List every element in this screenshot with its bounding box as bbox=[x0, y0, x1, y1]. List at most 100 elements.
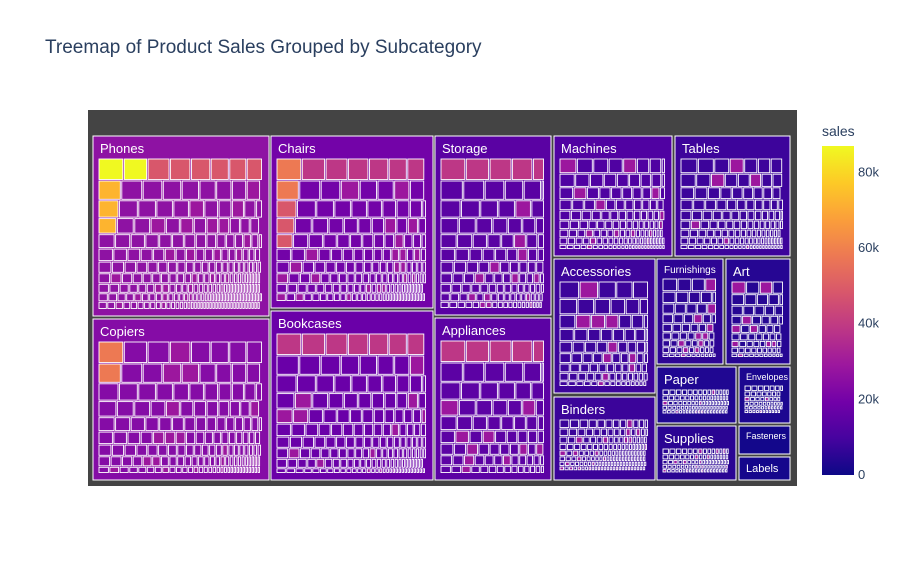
product-tile bbox=[251, 456, 255, 467]
product-tile bbox=[249, 444, 253, 456]
product-tile bbox=[366, 458, 372, 468]
product-tile bbox=[394, 283, 398, 293]
product-tile bbox=[559, 199, 572, 211]
subcategory-supplies[interactable]: Supplies bbox=[656, 425, 737, 481]
product-tile bbox=[744, 385, 751, 391]
product-tile bbox=[234, 261, 239, 273]
product-tile bbox=[230, 283, 233, 293]
product-tile bbox=[753, 340, 760, 348]
product-tile bbox=[179, 293, 184, 302]
product-tile bbox=[491, 293, 498, 302]
product-tile bbox=[766, 325, 774, 333]
product-tile bbox=[657, 199, 664, 211]
product-tile bbox=[662, 400, 668, 406]
product-tile bbox=[725, 464, 728, 469]
product-tile bbox=[702, 400, 705, 406]
subcategory-labels[interactable]: Labels bbox=[738, 456, 791, 481]
product-tile bbox=[123, 341, 148, 363]
product-tile bbox=[772, 353, 776, 357]
product-tile bbox=[710, 454, 714, 460]
product-tile bbox=[754, 401, 759, 406]
subcategory-binders[interactable]: Binders bbox=[553, 396, 656, 481]
product-tile bbox=[535, 465, 541, 473]
product-tile bbox=[229, 248, 236, 262]
product-tile bbox=[476, 400, 493, 416]
product-tile bbox=[337, 234, 350, 249]
product-tile bbox=[633, 281, 648, 299]
product-tile bbox=[471, 465, 480, 473]
subcategory-chairs[interactable]: Chairs bbox=[270, 135, 434, 309]
subcategory-machines[interactable]: Machines bbox=[553, 135, 673, 257]
product-tile bbox=[567, 237, 576, 245]
product-tile bbox=[487, 234, 501, 249]
product-tile bbox=[643, 450, 646, 456]
product-tile bbox=[644, 436, 647, 444]
product-tile bbox=[607, 428, 614, 437]
product-tile bbox=[680, 173, 696, 187]
product-tile bbox=[312, 468, 320, 473]
subcategory-appliances[interactable]: Appliances bbox=[434, 317, 552, 481]
product-tile bbox=[651, 173, 662, 187]
product-tile bbox=[257, 444, 261, 456]
product-tile bbox=[440, 180, 463, 200]
product-tile bbox=[376, 273, 382, 284]
product-tile bbox=[642, 456, 646, 462]
product-tile bbox=[524, 283, 530, 293]
product-tile bbox=[222, 444, 228, 456]
product-tile bbox=[540, 283, 544, 293]
product-tile bbox=[422, 375, 426, 393]
product-tile bbox=[376, 458, 382, 468]
product-tile bbox=[388, 333, 407, 355]
subcategory-art[interactable]: Art bbox=[725, 258, 791, 365]
subcategory-accessories[interactable]: Accessories bbox=[553, 258, 656, 394]
product-tile bbox=[719, 244, 724, 249]
product-tile bbox=[756, 410, 759, 414]
product-tile bbox=[164, 431, 176, 445]
product-tile bbox=[619, 229, 625, 238]
subcategory-bookcases[interactable]: Bookcases bbox=[270, 310, 434, 481]
product-tile bbox=[719, 410, 722, 414]
subcategory-fasteners[interactable]: Fasteners bbox=[738, 425, 791, 455]
product-tile bbox=[744, 294, 757, 306]
product-tile bbox=[599, 456, 603, 462]
product-tile bbox=[713, 244, 719, 249]
product-tile bbox=[622, 363, 629, 373]
subcategory-furnishings[interactable]: Furnishings bbox=[656, 258, 724, 365]
product-tile bbox=[635, 229, 640, 238]
product-tile bbox=[647, 244, 650, 249]
product-tile bbox=[127, 248, 141, 262]
subcategory-phones[interactable]: Phones bbox=[92, 135, 270, 317]
product-tile bbox=[347, 333, 369, 355]
product-tile bbox=[158, 261, 168, 273]
product-tile bbox=[98, 218, 117, 234]
product-tile bbox=[633, 372, 639, 381]
product-tile bbox=[523, 362, 541, 382]
product-tile bbox=[559, 341, 573, 353]
product-tile bbox=[346, 436, 355, 448]
product-tile bbox=[369, 333, 389, 355]
product-tile bbox=[738, 244, 742, 249]
product-tile bbox=[384, 218, 397, 234]
product-tile bbox=[377, 355, 394, 375]
subcategory-tables[interactable]: Tables bbox=[674, 135, 791, 257]
product-tile bbox=[408, 283, 411, 293]
product-tile bbox=[291, 248, 305, 262]
product-tile bbox=[607, 341, 618, 353]
product-tile bbox=[535, 283, 541, 293]
subcategory-copiers[interactable]: Copiers bbox=[92, 318, 270, 481]
product-tile bbox=[308, 409, 323, 424]
product-tile bbox=[540, 455, 544, 466]
product-tile bbox=[768, 210, 775, 221]
product-tile bbox=[201, 293, 205, 302]
product-tile bbox=[248, 466, 251, 473]
product-tile bbox=[142, 363, 163, 383]
subcategory-paper[interactable]: Paper bbox=[656, 366, 737, 424]
subcategory-envelopes[interactable]: Envelopes bbox=[738, 366, 791, 424]
product-tile bbox=[720, 400, 723, 406]
product-tile bbox=[722, 469, 725, 473]
product-tile bbox=[111, 261, 124, 273]
product-tile bbox=[678, 459, 683, 465]
subcategory-storage[interactable]: Storage bbox=[434, 135, 552, 316]
product-tile bbox=[594, 372, 602, 381]
product-tile bbox=[258, 234, 262, 249]
